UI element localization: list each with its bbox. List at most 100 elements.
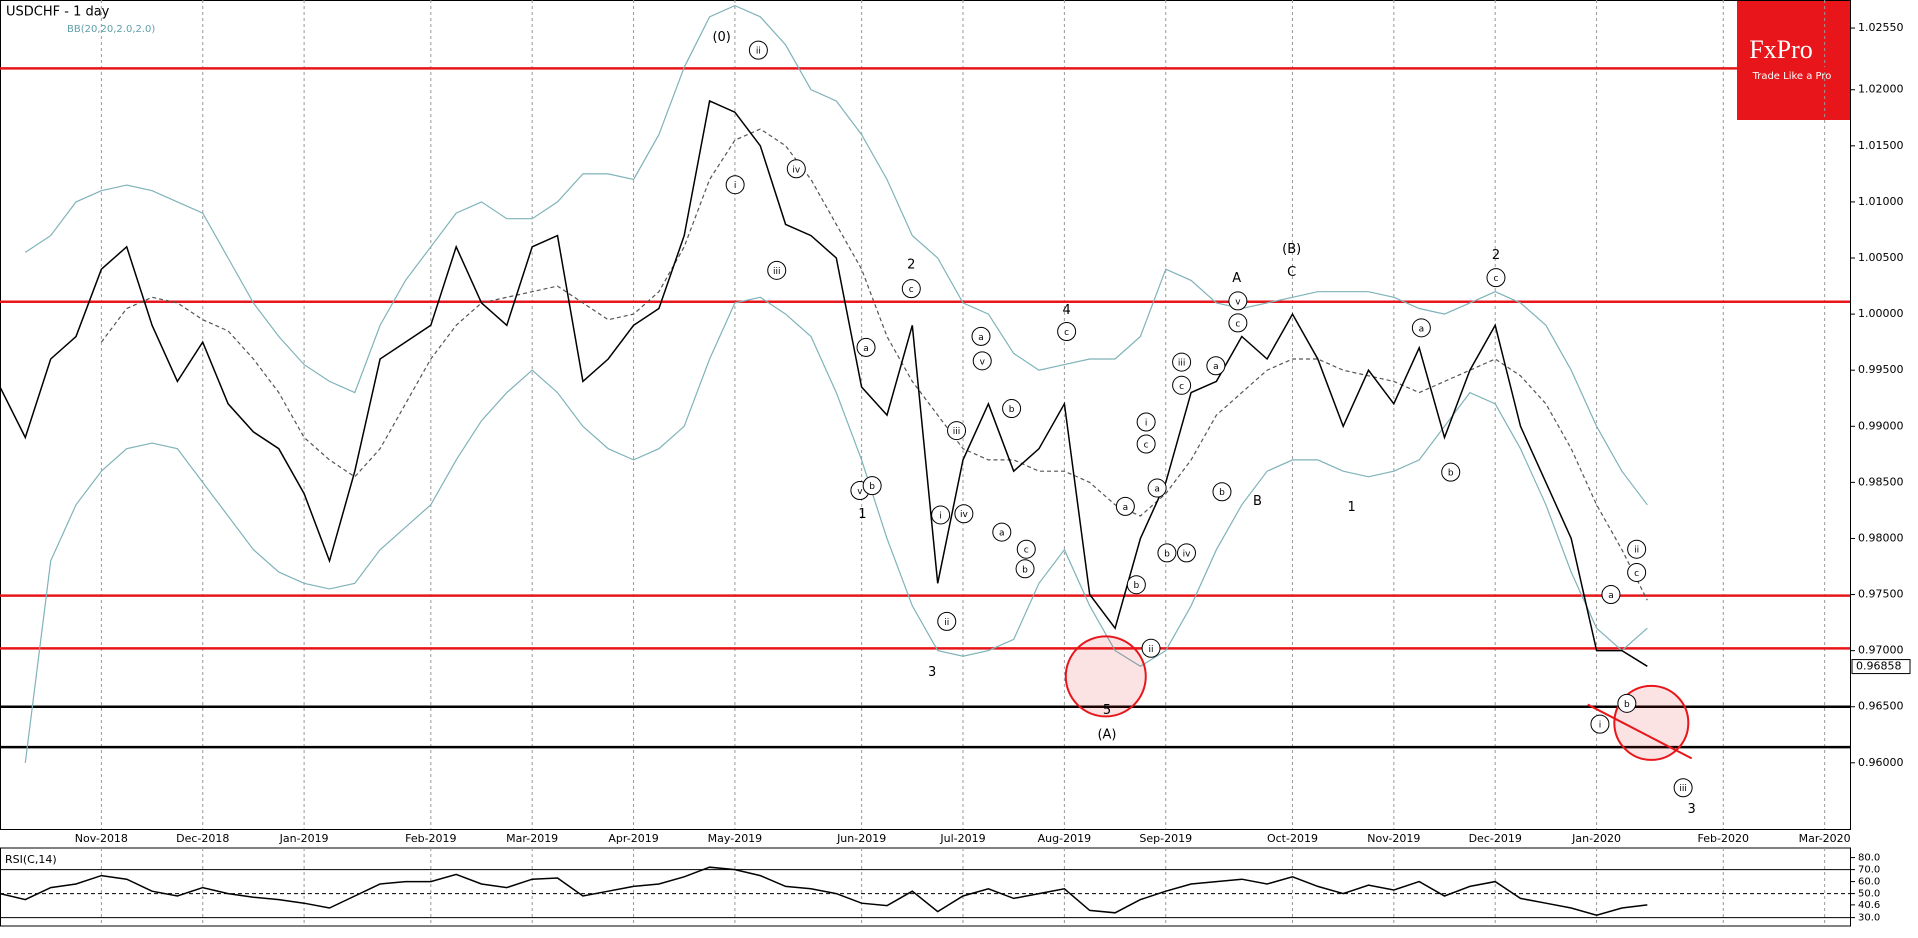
wave-label: a	[978, 333, 984, 343]
y-tick-label: 0.96500	[1858, 700, 1904, 713]
x-tick-label: Jan-2019	[279, 832, 329, 845]
wave-label: a	[863, 344, 869, 354]
wave-label: c	[1144, 441, 1149, 451]
wave-label: v	[980, 357, 986, 367]
y-tick-label: 0.99500	[1858, 363, 1904, 376]
wave-label: a	[1123, 503, 1129, 513]
logo-name: FxPro	[1749, 35, 1813, 64]
annotation-circle	[1136, 412, 1156, 432]
annotation-circle	[992, 522, 1012, 542]
wave-label: 1	[1347, 500, 1355, 515]
wave-label: b	[1022, 565, 1028, 575]
annotation-circle	[1147, 478, 1167, 498]
y-tick-label: 0.97500	[1858, 588, 1904, 601]
wave-label: ii	[756, 47, 761, 57]
wave-label: (0)	[712, 30, 730, 45]
wave-label: b	[1219, 488, 1225, 498]
x-tick-label: May-2019	[708, 832, 763, 845]
logo-box	[1737, 0, 1850, 120]
y-tick-label: 80.0	[1858, 853, 1880, 864]
annotation-circle	[1115, 496, 1135, 516]
rsi-frame	[0, 847, 1851, 927]
annotation-circle	[1601, 584, 1621, 604]
wave-label: a	[1608, 591, 1614, 601]
annotation-circle	[1136, 434, 1156, 454]
annotation-circle	[1141, 638, 1161, 658]
annotation-circle	[972, 351, 992, 371]
wave-label: c	[1235, 319, 1240, 329]
annotation-circle	[1206, 356, 1226, 376]
price-line	[0, 866, 1648, 916]
annotation-circle	[1002, 399, 1022, 419]
x-tick-label: Jun-2019	[836, 832, 886, 845]
y-tick-label: 1.00500	[1858, 251, 1904, 264]
y-tick-label: 70.0	[1858, 865, 1880, 876]
x-tick-label: Jan-2020	[1571, 832, 1621, 845]
y-tick-label: 0.97000	[1858, 644, 1904, 657]
y-tick-label: 40.6	[1858, 900, 1880, 911]
wave-label: ii	[1634, 546, 1639, 556]
wave-label: A	[1232, 271, 1241, 286]
x-tick-label: Dec-2019	[1469, 832, 1522, 845]
wave-label: v	[1235, 297, 1241, 307]
annotation-circle	[1057, 321, 1077, 341]
annotation-circle	[947, 421, 967, 441]
rsi-title: RSI(C,14)	[5, 853, 57, 866]
wave-label: b	[1133, 581, 1139, 591]
annotation-circle	[1228, 313, 1248, 333]
annotation-circle	[1590, 714, 1610, 734]
annotation-circle	[1441, 462, 1461, 482]
wave-label: B	[1253, 494, 1262, 509]
x-tick-label: Feb-2020	[1698, 832, 1749, 845]
wave-label: C	[1287, 265, 1296, 280]
annotation-circle	[1627, 539, 1647, 559]
y-tick-label: 0.98000	[1858, 531, 1904, 544]
annotation-circle	[856, 337, 876, 357]
y-tick-label: 1.01000	[1858, 195, 1904, 208]
annotation-circle	[1015, 559, 1035, 579]
annotation-circle	[862, 476, 882, 496]
y-tick-label: 60.0	[1858, 877, 1880, 888]
wave-label: iii	[953, 427, 961, 437]
x-tick-label: Feb-2019	[405, 832, 456, 845]
wave-label: b	[869, 482, 875, 492]
x-tick-label: Jul-2019	[939, 832, 985, 845]
y-tick-label: 1.02000	[1858, 83, 1904, 96]
annotation-circle	[1126, 575, 1146, 595]
logo-tagline: Trade Like a Pro	[1752, 71, 1832, 82]
y-tick-label: 1.01500	[1858, 139, 1904, 152]
wave-label: iii	[1679, 784, 1687, 794]
wave-label: iv	[1183, 549, 1192, 559]
x-tick-label: Mar-2020	[1799, 832, 1851, 845]
wave-label: 2	[1492, 248, 1500, 263]
wave-label: b	[1448, 469, 1454, 479]
annotation-circle	[786, 159, 806, 179]
wave-label: ii	[1149, 645, 1154, 655]
wave-label: a	[1419, 324, 1425, 334]
y-tick-label: 0.98500	[1858, 475, 1904, 488]
annotation-circle	[931, 505, 951, 525]
wave-label: a	[1213, 362, 1219, 372]
annotation-circle	[1016, 539, 1036, 559]
annotation-circle	[1177, 543, 1197, 563]
y-tick-label: 1.00000	[1858, 307, 1904, 320]
band-line	[24, 296, 1648, 763]
chart-title: USDCHF - 1 day	[6, 5, 110, 20]
wave-label: c	[1493, 274, 1498, 284]
indicator-label: BB(20,20,2.0,2.0)	[67, 24, 155, 35]
wave-label: i	[1145, 419, 1148, 429]
annotation-circle	[1212, 482, 1232, 502]
x-tick-label: Oct-2019	[1267, 832, 1318, 845]
annotation-circle	[1157, 543, 1177, 563]
wave-label: c	[1634, 569, 1639, 579]
band-line	[24, 4, 1648, 506]
wave-label: 3	[1688, 802, 1696, 817]
wave-label: c	[1179, 382, 1184, 392]
wave-label: 5	[1103, 703, 1111, 718]
annotation-circle	[1172, 352, 1192, 372]
wave-label: a	[999, 529, 1005, 539]
annotation-circle	[1172, 375, 1192, 395]
wave-label: iii	[773, 267, 781, 277]
highlight-circle	[1064, 635, 1147, 718]
annotation-circle	[1673, 778, 1693, 798]
